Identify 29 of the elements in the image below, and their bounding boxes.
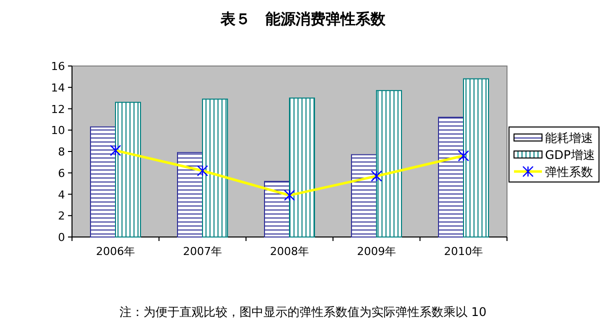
legend-label: 能耗增速: [545, 131, 593, 145]
y-tick-label: 4: [58, 188, 65, 202]
bar: [90, 126, 116, 238]
x-tick-label: 2008年: [270, 245, 309, 258]
bar: [376, 90, 402, 238]
y-tick-label: 8: [58, 146, 65, 158]
x-tick-label: 2007年: [183, 245, 222, 258]
bar: [289, 98, 315, 238]
bar: [351, 154, 377, 238]
y-tick-label: 2: [58, 210, 65, 223]
legend-label: 弹性系数: [545, 165, 593, 179]
bar: [202, 98, 228, 238]
y-tick-label: 14: [51, 81, 65, 94]
x-tick-label: 2006年: [96, 245, 135, 258]
y-tick-label: 16: [51, 60, 65, 73]
legend-label: GDP增速: [545, 148, 595, 162]
bar: [264, 180, 290, 238]
chart-title: 表５ 能源消费弹性系数: [220, 10, 386, 28]
bar: [463, 78, 489, 238]
x-tick-label: 2010年: [444, 245, 483, 258]
text: 注：为便于直观比较，图中显示的弹性系数值为实际弹性系数乘以 10: [119, 305, 487, 319]
y-tick-label: 0: [58, 231, 65, 244]
y-tick-label: 12: [51, 102, 65, 116]
y-tick-label: 6: [58, 166, 65, 180]
bar: [438, 116, 464, 238]
bar: [115, 102, 141, 238]
x-tick-label: 2009年: [357, 245, 396, 258]
y-tick-label: 10: [51, 124, 65, 138]
bar: [177, 152, 203, 238]
